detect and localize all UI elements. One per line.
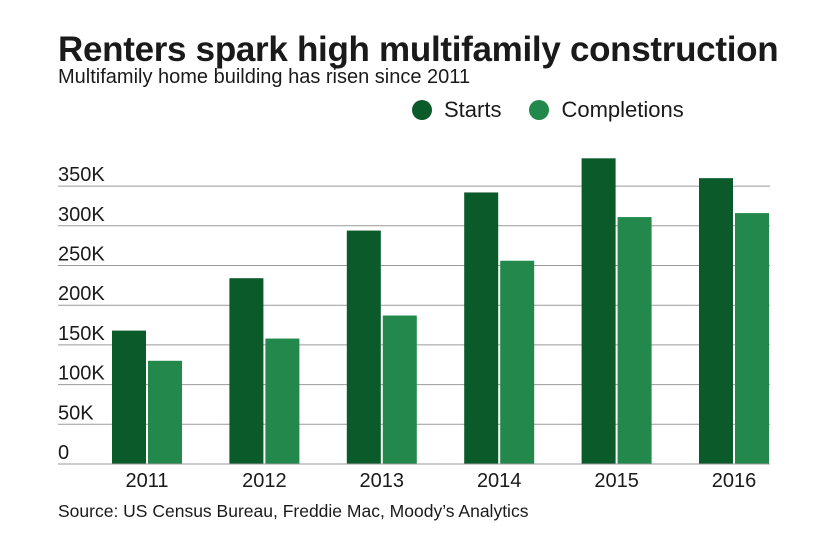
x-tick-label: 2015	[594, 470, 639, 492]
y-tick-label: 100K	[58, 363, 105, 385]
y-tick-label: 150K	[58, 323, 105, 345]
bar-starts	[346, 230, 381, 464]
legend-label-completions: Completions	[561, 97, 684, 122]
chart-subtitle: Multifamily home building has risen sinc…	[58, 66, 471, 88]
bar-starts	[581, 158, 616, 464]
source-note: Source: US Census Bureau, Freddie Mac, M…	[58, 501, 529, 521]
y-tick-label: 350K	[58, 164, 105, 186]
x-tick-label: 2016	[712, 470, 757, 492]
x-tick-label: 2011	[125, 470, 168, 492]
legend-label-starts: Starts	[444, 97, 502, 122]
chart-title: Renters spark high multifamily construct…	[58, 30, 779, 69]
bar-completions	[500, 260, 535, 464]
bar-starts	[464, 192, 499, 464]
bar-completions	[617, 217, 652, 464]
y-tick-label: 50K	[58, 402, 94, 424]
y-tick-label: 200K	[58, 283, 105, 305]
legend-item-completions: Completions	[529, 97, 684, 123]
x-tick-label: 2013	[360, 470, 405, 492]
legend-swatch-starts	[412, 100, 432, 120]
x-tick-label: 2012	[242, 470, 287, 492]
y-tick-label: 300K	[58, 204, 105, 226]
legend-item-starts: Starts	[412, 97, 501, 123]
legend: Starts Completions	[412, 97, 712, 123]
bar-starts	[699, 178, 733, 464]
legend-swatch-completions	[529, 100, 550, 120]
bar-starts	[229, 278, 264, 464]
x-tick-label: 2014	[477, 470, 522, 492]
bar-completions	[148, 360, 182, 464]
bar-completions	[382, 315, 417, 464]
bar-completions	[735, 213, 769, 464]
bar-completions	[265, 338, 300, 464]
y-tick-label: 0	[58, 442, 69, 464]
bar-starts	[112, 330, 146, 464]
y-tick-label: 250K	[58, 244, 105, 266]
